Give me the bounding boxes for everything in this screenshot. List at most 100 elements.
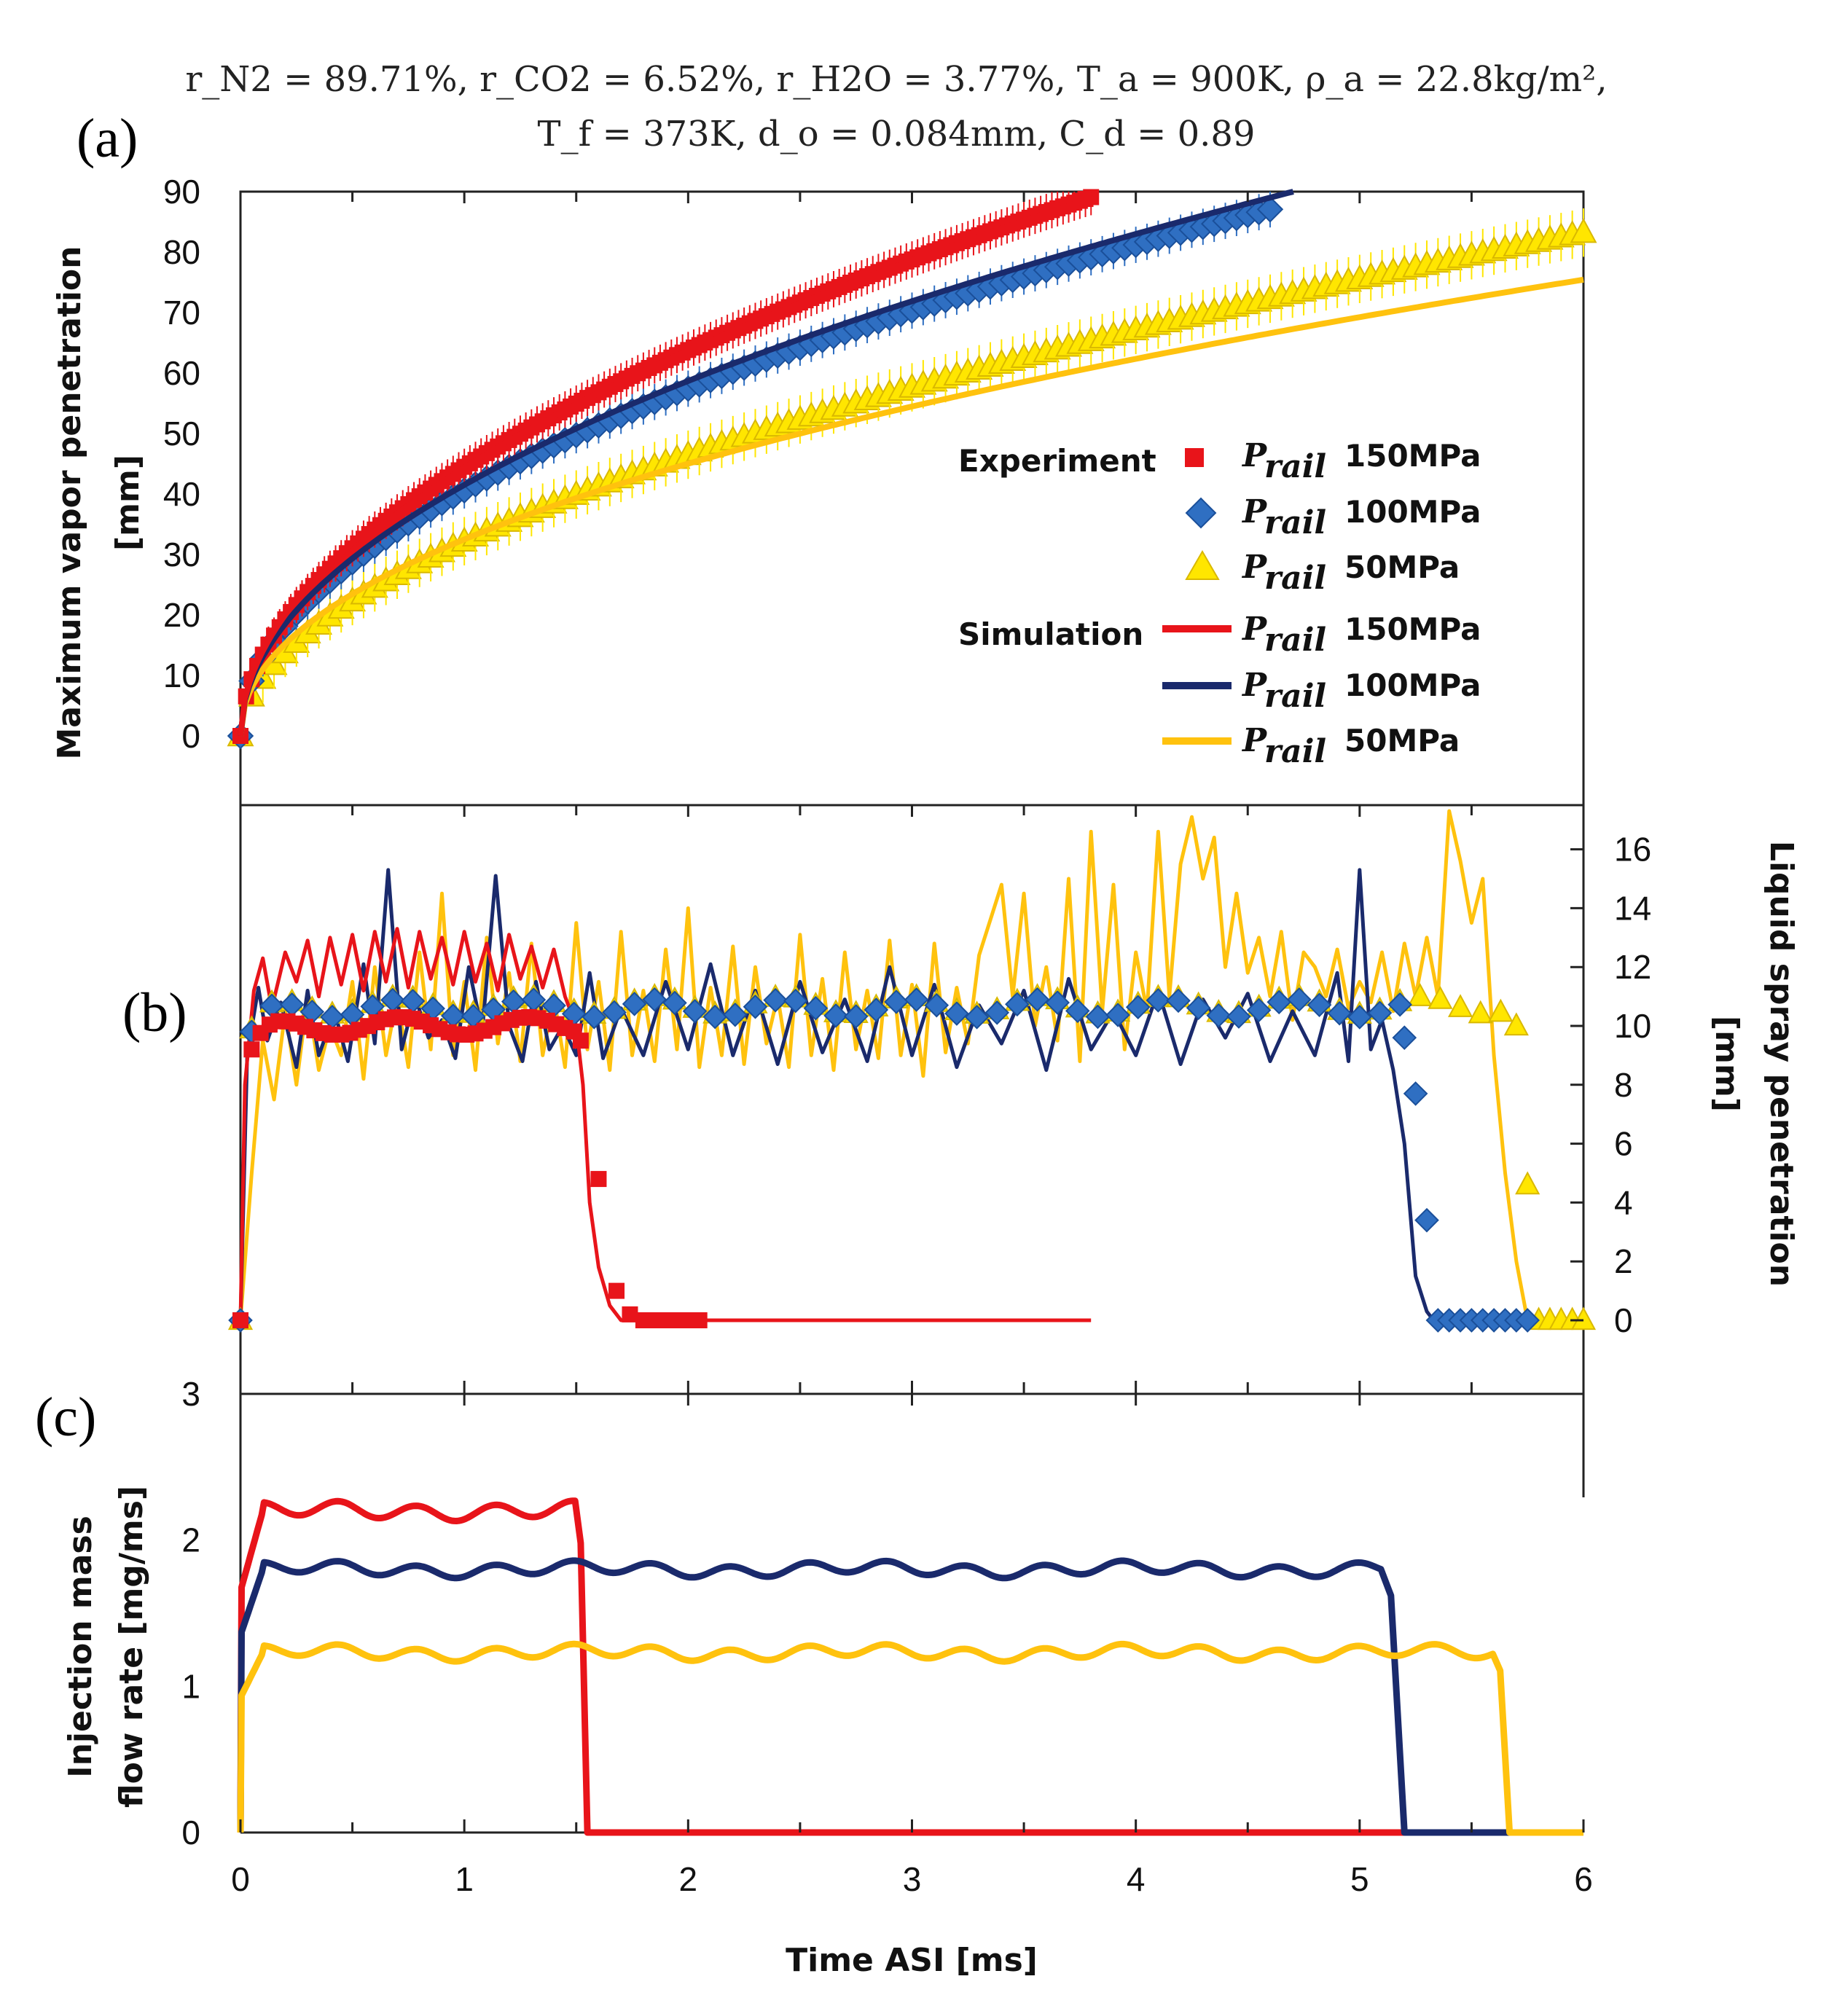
marker-diamond: [864, 998, 889, 1022]
panel-label-c: (c): [35, 1387, 96, 1448]
marker-diamond: [1125, 995, 1151, 1020]
marker-diamond: [823, 1003, 848, 1028]
panel-a-ytick: 30: [163, 536, 200, 573]
legend-experiment-heading: Experiment: [958, 443, 1156, 479]
marker-diamond: [1085, 1004, 1111, 1030]
legend-entry-exp-50: P rail 50MPa: [1241, 549, 1460, 597]
marker-diamond: [1515, 1308, 1540, 1333]
panel-b-ylabel-line1: Liquid spray penetration: [1763, 841, 1800, 1287]
marker-square: [243, 1041, 260, 1058]
svg-text:rail: rail: [1264, 448, 1326, 485]
series-sim-line-5: [238, 276, 1584, 737]
panel-c-ylabel-line1: Injection mass: [62, 1516, 99, 1778]
marker-diamond: [1045, 990, 1070, 1015]
marker-diamond: [1256, 196, 1284, 223]
x-tick-label: 3: [903, 1860, 922, 1898]
x-tick-label: 6: [1574, 1860, 1593, 1898]
marker-diamond: [1105, 1003, 1130, 1027]
panel-a-ytick: 10: [163, 656, 200, 694]
panel-c-plot: [237, 1497, 1583, 1836]
marker-diamond: [1005, 992, 1030, 1017]
marker-diamond: [1287, 987, 1312, 1012]
marker-diamond: [803, 995, 829, 1021]
svg-text:P: P: [1241, 549, 1268, 586]
x-axis-title: Time ASI [ms]: [786, 1942, 1038, 1979]
panel-label-a: (a): [77, 108, 138, 169]
legend: Experiment Simulation P rail 150MPa P ra…: [958, 437, 1481, 770]
marker-diamond: [843, 1004, 869, 1029]
marker-diamond: [702, 1004, 728, 1030]
marker-diamond: [1307, 992, 1332, 1017]
marker-diamond: [1065, 998, 1090, 1024]
marker-diamond: [622, 992, 647, 1016]
marker-diamond: [924, 992, 950, 1018]
panel-label-b: (b): [122, 982, 187, 1043]
marker-diamond: [984, 1000, 1010, 1025]
panel-c-ytick: 2: [181, 1521, 200, 1559]
marker-triangle: [1447, 994, 1473, 1017]
marker-diamond: [944, 1001, 969, 1026]
svg-text:rail: rail: [1264, 560, 1326, 597]
conditions-line-1: r_N2 = 89.71%, r_CO2 = 6.52%, r_H2O = 3.…: [185, 59, 1607, 100]
marker-diamond: [1246, 998, 1272, 1023]
panel-c-ytick: 1: [181, 1667, 200, 1705]
marker-diamond: [682, 998, 708, 1024]
panel-b-ytick: 2: [1614, 1242, 1633, 1280]
svg-text:rail: rail: [1264, 733, 1326, 770]
legend-simulation-heading: Simulation: [958, 616, 1143, 652]
panel-b-ytick: 12: [1614, 948, 1651, 986]
svg-text:P: P: [1241, 722, 1268, 759]
legend-entry-sim-100: P rail 100MPa: [1241, 667, 1481, 715]
marker-diamond: [1206, 1003, 1232, 1028]
series-flow-1: [237, 1557, 1583, 1836]
conditions-line-2: T_f = 373K, d_o = 0.084mm, C_d = 0.89: [538, 114, 1256, 154]
svg-text:P: P: [1241, 667, 1268, 704]
x-tick-label: 4: [1127, 1860, 1146, 1898]
marker-diamond: [1367, 1000, 1393, 1025]
legend-marker-diamond-100: [1185, 497, 1217, 529]
marker-diamond: [582, 1005, 607, 1030]
svg-text:50MPa: 50MPa: [1344, 723, 1460, 759]
panel-b-ytick: 6: [1614, 1125, 1633, 1163]
series-sim-line-4: [238, 189, 1296, 737]
svg-text:P: P: [1241, 611, 1268, 648]
marker-triangle: [1488, 998, 1514, 1022]
marker-square: [590, 1171, 607, 1188]
panel-a-ytick: 60: [163, 354, 200, 392]
marker-diamond: [1025, 987, 1050, 1012]
panel-c-ytick: 3: [181, 1375, 200, 1413]
svg-text:100MPa: 100MPa: [1344, 667, 1481, 703]
x-tick-label: 5: [1350, 1860, 1369, 1898]
series-sim-liquid-2: [238, 809, 1583, 1322]
legend-marker-triangle-50: [1185, 550, 1220, 580]
legend-entry-sim-50: P rail 50MPa: [1241, 722, 1460, 770]
marker-diamond: [602, 1000, 627, 1025]
x-tick-label: 1: [455, 1860, 474, 1898]
panel-c-ytick: 0: [181, 1814, 200, 1851]
marker-diamond: [884, 989, 909, 1014]
marker-triangle: [1570, 1306, 1597, 1330]
svg-text:50MPa: 50MPa: [1344, 549, 1460, 585]
panel-a-ytick: 40: [163, 475, 200, 513]
svg-text:150MPa: 150MPa: [1344, 438, 1481, 474]
panel-b-ytick: 14: [1614, 889, 1651, 927]
marker-square: [622, 1306, 638, 1322]
marker-diamond: [783, 988, 808, 1014]
series-sim-line-3: [238, 189, 1092, 737]
marker-diamond: [904, 987, 929, 1012]
marker-diamond: [1414, 1207, 1439, 1233]
marker-triangle: [1503, 1012, 1529, 1036]
panel-a-ytick: 90: [163, 173, 200, 211]
marker-square: [232, 1312, 248, 1328]
marker-diamond: [642, 987, 667, 1012]
panel-b-ytick: 16: [1614, 831, 1651, 869]
svg-text:100MPa: 100MPa: [1344, 494, 1481, 530]
svg-text:P: P: [1241, 437, 1268, 474]
marker-diamond: [662, 990, 687, 1016]
marker-diamond: [1166, 988, 1191, 1014]
panel-b-ylabel-line2: [mm]: [1708, 1016, 1745, 1112]
panel-a-ytick: 50: [163, 415, 200, 452]
panel-a-ytick: 70: [163, 294, 200, 332]
legend-entry-sim-150: P rail 150MPa: [1241, 611, 1481, 659]
